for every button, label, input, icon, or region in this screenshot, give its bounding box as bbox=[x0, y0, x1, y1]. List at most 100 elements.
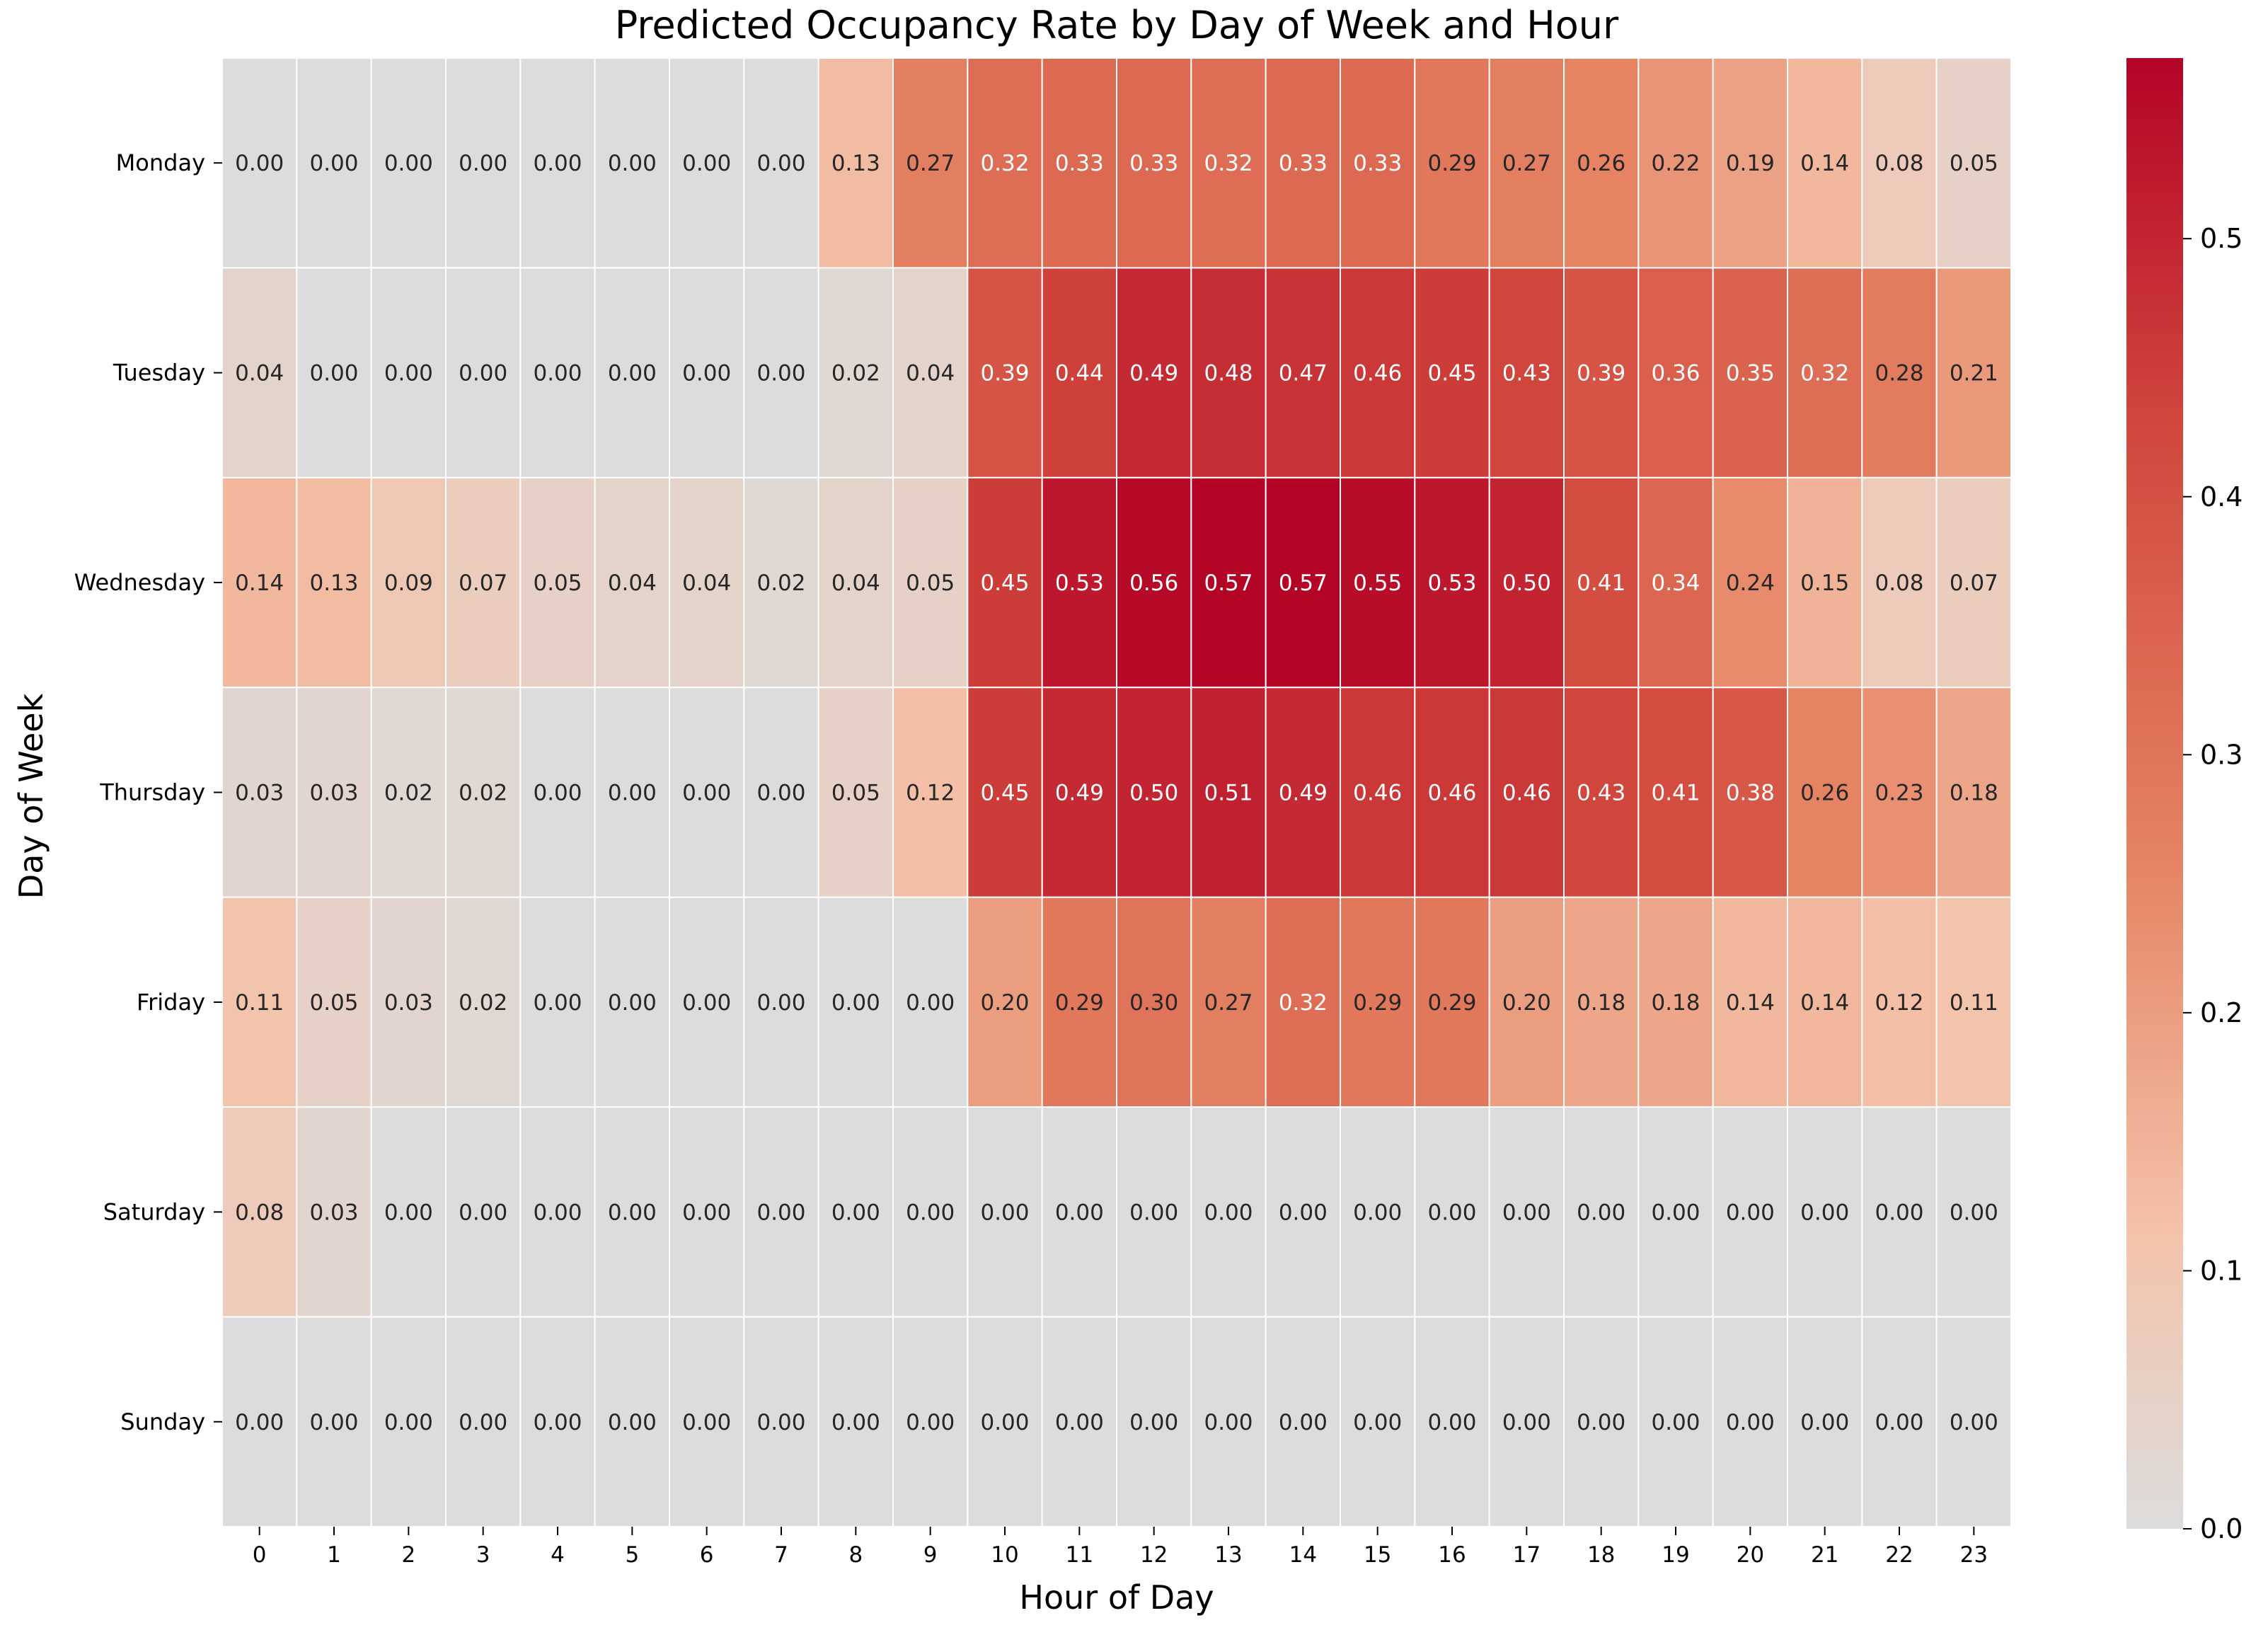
heatmap-cell-wednesday-18 bbox=[1563, 476, 1640, 689]
colorbar-tick-label-0.4: 0.4 bbox=[2200, 481, 2243, 512]
heatmap-cell-tuesday-6 bbox=[669, 267, 745, 478]
cell-label-saturday-10: 0.00 bbox=[980, 1200, 1029, 1225]
cell-label-sunday-9: 0.00 bbox=[906, 1410, 955, 1435]
heatmap-cell-tuesday-11 bbox=[1041, 267, 1117, 478]
cell-label-monday-23: 0.05 bbox=[1950, 151, 1998, 176]
cell-label-friday-23: 0.11 bbox=[1950, 990, 1998, 1016]
cell-label-wednesday-16: 0.53 bbox=[1427, 570, 1476, 596]
cell-label-friday-4: 0.00 bbox=[533, 990, 582, 1016]
cell-label-friday-15: 0.29 bbox=[1353, 990, 1402, 1016]
cell-label-wednesday-15: 0.55 bbox=[1353, 570, 1402, 596]
heatmap-cell-saturday-8 bbox=[817, 1106, 894, 1318]
cell-label-thursday-20: 0.38 bbox=[1726, 781, 1775, 806]
heatmap-cell-sunday-23 bbox=[1935, 1316, 2013, 1527]
cell-label-sunday-20: 0.00 bbox=[1726, 1410, 1775, 1435]
heatmap-cell-tuesday-21 bbox=[1787, 267, 1863, 478]
cell-label-tuesday-0: 0.04 bbox=[235, 361, 284, 386]
cell-label-wednesday-23: 0.07 bbox=[1950, 570, 1998, 596]
heatmap-cell-saturday-23 bbox=[1935, 1106, 2013, 1318]
cell-label-sunday-4: 0.00 bbox=[533, 1410, 582, 1435]
chart-title: Predicted Occupancy Rate by Day of Week … bbox=[615, 3, 1619, 47]
heatmap-cell-monday-22 bbox=[1861, 57, 1938, 269]
cell-label-monday-19: 0.22 bbox=[1651, 151, 1700, 176]
y-axis: Monday Tuesday Wednesday Thursday Friday Satu… bbox=[74, 149, 222, 1435]
cell-label-saturday-13: 0.00 bbox=[1204, 1200, 1253, 1225]
cell-label-sunday-21: 0.00 bbox=[1800, 1410, 1849, 1435]
x-tick-label-1: 1 bbox=[327, 1542, 341, 1568]
x-tick-label-22: 22 bbox=[1885, 1542, 1913, 1568]
cell-label-wednesday-9: 0.05 bbox=[906, 570, 955, 596]
cell-label-tuesday-15: 0.46 bbox=[1353, 361, 1402, 386]
cell-label-wednesday-20: 0.24 bbox=[1726, 570, 1775, 596]
heatmap-cell-friday-3 bbox=[445, 896, 522, 1108]
cell-label-saturday-4: 0.00 bbox=[533, 1200, 582, 1225]
heatmap-cell-saturday-2 bbox=[370, 1106, 447, 1318]
heatmap-cell-saturday-0 bbox=[221, 1106, 298, 1318]
heatmap-cell-saturday-4 bbox=[519, 1106, 596, 1318]
cell-label-monday-22: 0.08 bbox=[1875, 151, 1923, 176]
cell-label-sunday-2: 0.00 bbox=[384, 1410, 433, 1435]
heatmap-cell-wednesday-7 bbox=[743, 476, 819, 689]
heatmap-cell-sunday-16 bbox=[1414, 1316, 1490, 1527]
cell-label-thursday-4: 0.00 bbox=[533, 781, 582, 806]
heatmap-cell-friday-23 bbox=[1935, 896, 2013, 1108]
heatmap-cell-thursday-22 bbox=[1861, 687, 1938, 898]
heatmap-cell-friday-8 bbox=[817, 896, 894, 1108]
heatmap-cell-saturday-13 bbox=[1190, 1106, 1267, 1318]
cell-label-monday-17: 0.27 bbox=[1502, 151, 1551, 176]
cell-label-thursday-0: 0.03 bbox=[235, 781, 284, 806]
heatmap-cell-saturday-1 bbox=[296, 1106, 372, 1318]
cell-label-wednesday-7: 0.02 bbox=[756, 570, 805, 596]
heatmap-cell-tuesday-14 bbox=[1265, 267, 1341, 478]
heatmap-cell-thursday-6 bbox=[669, 687, 745, 898]
heatmap-cell-wednesday-21 bbox=[1787, 476, 1863, 689]
heatmap-cell-saturday-9 bbox=[892, 1106, 969, 1318]
cell-label-monday-16: 0.29 bbox=[1427, 151, 1476, 176]
heatmap-cell-thursday-18 bbox=[1563, 687, 1640, 898]
cell-label-saturday-19: 0.00 bbox=[1651, 1200, 1700, 1225]
x-tick-label-2: 2 bbox=[401, 1542, 415, 1568]
heatmap-cell-thursday-4 bbox=[519, 687, 596, 898]
heatmap-cell-tuesday-0 bbox=[221, 267, 298, 478]
cell-label-sunday-1: 0.00 bbox=[309, 1410, 358, 1435]
cell-label-saturday-12: 0.00 bbox=[1129, 1200, 1178, 1225]
heatmap-cell-monday-9 bbox=[892, 57, 969, 269]
heatmap-cell-sunday-13 bbox=[1190, 1316, 1267, 1527]
x-tick-label-11: 11 bbox=[1066, 1542, 1093, 1568]
cell-label-saturday-16: 0.00 bbox=[1427, 1200, 1476, 1225]
cell-label-friday-3: 0.02 bbox=[459, 990, 507, 1016]
cell-label-monday-13: 0.32 bbox=[1204, 151, 1253, 176]
cell-label-sunday-17: 0.00 bbox=[1502, 1410, 1551, 1435]
cell-label-thursday-14: 0.49 bbox=[1279, 781, 1328, 806]
cell-label-tuesday-14: 0.47 bbox=[1279, 361, 1328, 386]
cell-label-saturday-23: 0.00 bbox=[1950, 1200, 1998, 1225]
cell-label-monday-6: 0.00 bbox=[682, 151, 731, 176]
cell-label-thursday-17: 0.46 bbox=[1502, 781, 1551, 806]
heatmap-cell-monday-4 bbox=[519, 57, 596, 269]
cell-label-monday-12: 0.33 bbox=[1129, 151, 1178, 176]
heatmap-cell-friday-5 bbox=[594, 896, 671, 1108]
x-tick-label-5: 5 bbox=[625, 1542, 639, 1568]
cell-label-monday-14: 0.33 bbox=[1279, 151, 1328, 176]
heatmap-cell-thursday-0 bbox=[221, 687, 298, 898]
colorbar-gradient bbox=[2126, 58, 2183, 1529]
x-tick-label-8: 8 bbox=[848, 1542, 863, 1568]
heatmap-cell-monday-15 bbox=[1340, 57, 1416, 269]
heatmap-cell-thursday-12 bbox=[1116, 687, 1192, 898]
x-tick-label-20: 20 bbox=[1737, 1542, 1764, 1568]
heatmap-cell-monday-20 bbox=[1712, 57, 1789, 269]
cell-label-saturday-14: 0.00 bbox=[1279, 1200, 1328, 1225]
cell-label-friday-9: 0.00 bbox=[906, 990, 955, 1016]
cell-label-friday-10: 0.20 bbox=[980, 990, 1029, 1016]
cell-label-monday-0: 0.00 bbox=[235, 151, 284, 176]
heatmap-cell-sunday-4 bbox=[519, 1316, 596, 1527]
x-tick-label-14: 14 bbox=[1289, 1542, 1317, 1568]
heatmap-cell-friday-1 bbox=[296, 896, 372, 1108]
heatmap-cell-monday-21 bbox=[1787, 57, 1863, 269]
cell-label-thursday-1: 0.03 bbox=[309, 781, 358, 806]
heatmap-cell-saturday-18 bbox=[1563, 1106, 1640, 1318]
cell-label-wednesday-0: 0.14 bbox=[235, 570, 284, 596]
cell-label-sunday-5: 0.00 bbox=[608, 1410, 657, 1435]
cell-label-tuesday-16: 0.45 bbox=[1427, 361, 1476, 386]
y-axis-label: Day of Week bbox=[12, 693, 50, 899]
